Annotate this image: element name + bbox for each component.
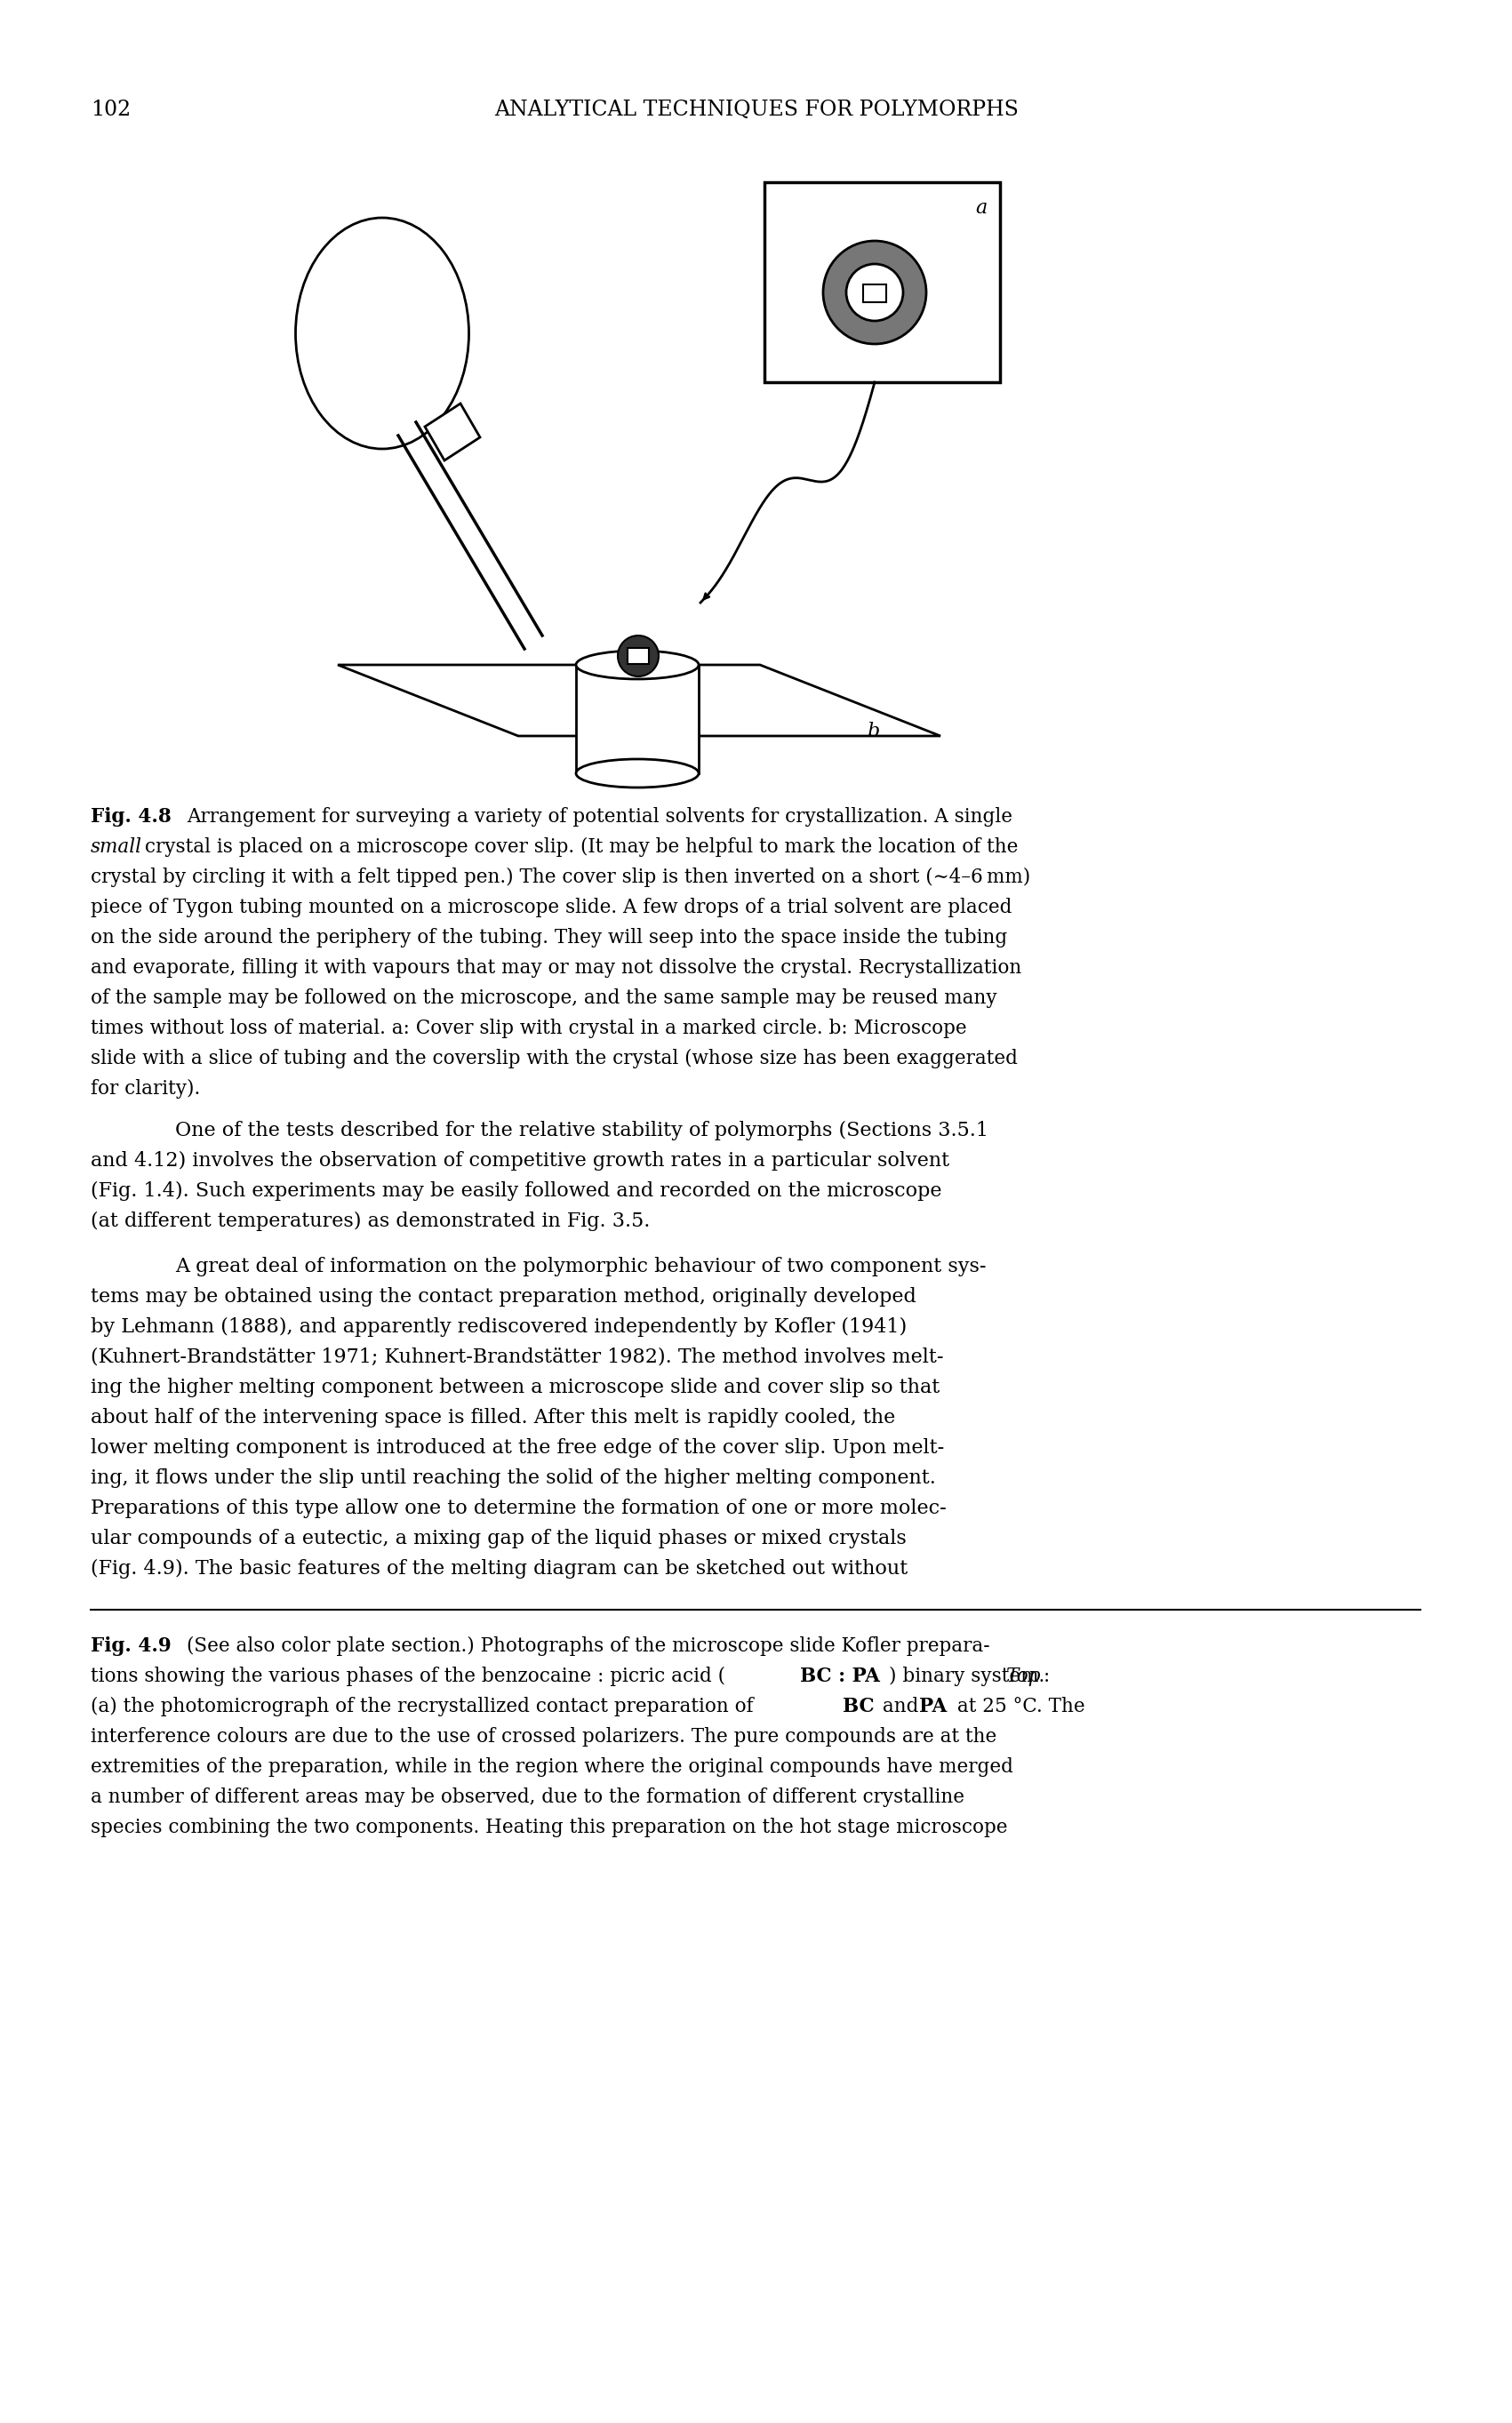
Text: at 25 °C. The: at 25 °C. The <box>951 1696 1086 1715</box>
Text: (at different temperatures) as demonstrated in Fig. 3.5.: (at different temperatures) as demonstra… <box>91 1212 650 1231</box>
Circle shape <box>823 240 927 344</box>
Text: a number of different areas may be observed, due to the formation of different c: a number of different areas may be obser… <box>91 1788 965 1808</box>
Text: about half of the intervening space is filled. After this melt is rapidly cooled: about half of the intervening space is f… <box>91 1408 895 1427</box>
Text: extremities of the preparation, while in the region where the original compounds: extremities of the preparation, while in… <box>91 1757 1013 1776</box>
Ellipse shape <box>576 652 699 678</box>
Polygon shape <box>337 664 940 737</box>
Text: and evaporate, filling it with vapours that may or may not dissolve the crystal.: and evaporate, filling it with vapours t… <box>91 957 1022 979</box>
Text: b: b <box>866 722 880 741</box>
Polygon shape <box>425 405 479 460</box>
Text: piece of Tygon tubing mounted on a microscope slide. A few drops of a trial solv: piece of Tygon tubing mounted on a micro… <box>91 899 1012 918</box>
Text: (Fig. 4.9). The basic features of the melting diagram can be sketched out withou: (Fig. 4.9). The basic features of the me… <box>91 1558 907 1580</box>
Text: (Kuhnert-Brandstätter 1971; Kuhnert-Brandstätter 1982). The method involves melt: (Kuhnert-Brandstätter 1971; Kuhnert-Bran… <box>91 1347 943 1367</box>
Text: Top: Top <box>1005 1667 1042 1686</box>
Text: crystal by circling it with a felt tipped pen.) The cover slip is then inverted : crystal by circling it with a felt tippe… <box>91 867 1031 887</box>
Text: ing the higher melting component between a microscope slide and cover slip so th: ing the higher melting component between… <box>91 1379 940 1398</box>
Text: :: : <box>1043 1667 1049 1686</box>
Text: of the sample may be followed on the microscope, and the same sample may be reus: of the sample may be followed on the mic… <box>91 989 996 1008</box>
Ellipse shape <box>576 758 699 787</box>
Text: Fig. 4.8: Fig. 4.8 <box>91 807 171 826</box>
Text: (Fig. 1.4). Such experiments may be easily followed and recorded on the microsco: (Fig. 1.4). Such experiments may be easi… <box>91 1182 942 1202</box>
Text: ANALYTICAL TECHNIQUES FOR POLYMORPHS: ANALYTICAL TECHNIQUES FOR POLYMORPHS <box>494 99 1019 121</box>
Text: Preparations of this type allow one to determine the formation of one or more mo: Preparations of this type allow one to d… <box>91 1497 947 1519</box>
Text: BC : PA: BC : PA <box>800 1667 880 1686</box>
Text: a: a <box>975 199 987 218</box>
Text: lower melting component is introduced at the free edge of the cover slip. Upon m: lower melting component is introduced at… <box>91 1439 943 1459</box>
Text: tions showing the various phases of the benzocaine : picric acid (: tions showing the various phases of the … <box>91 1667 726 1686</box>
Text: ular compounds of a eutectic, a mixing gap of the liquid phases or mixed crystal: ular compounds of a eutectic, a mixing g… <box>91 1529 907 1548</box>
Text: A great deal of information on the polymorphic behaviour of two component sys-: A great deal of information on the polym… <box>175 1258 986 1277</box>
Text: tems may be obtained using the contact preparation method, originally developed: tems may be obtained using the contact p… <box>91 1287 916 1306</box>
Text: One of the tests described for the relative stability of polymorphs (Sections 3.: One of the tests described for the relat… <box>175 1122 989 1141</box>
Text: species combining the two components. Heating this preparation on the hot stage : species combining the two components. He… <box>91 1817 1007 1837</box>
Bar <box>765 182 999 383</box>
Text: ) binary system.: ) binary system. <box>889 1667 1051 1686</box>
Bar <box>627 647 649 664</box>
Text: Fig. 4.9: Fig. 4.9 <box>91 1636 171 1655</box>
Text: on the side around the periphery of the tubing. They will seep into the space in: on the side around the periphery of the … <box>91 928 1007 947</box>
Circle shape <box>618 635 659 676</box>
Text: by Lehmann (1888), and apparently rediscovered independently by Kofler (1941): by Lehmann (1888), and apparently redisc… <box>91 1318 907 1337</box>
Text: (a) the photomicrograph of the recrystallized contact preparation of: (a) the photomicrograph of the recrystal… <box>91 1696 759 1715</box>
Text: Arrangement for surveying a variety of potential solvents for crystallization. A: Arrangement for surveying a variety of p… <box>186 807 1013 826</box>
Text: times without loss of material. a: Cover slip with crystal in a marked circle. b: times without loss of material. a: Cover… <box>91 1018 966 1037</box>
Text: crystal is placed on a microscope cover slip. (It may be helpful to mark the loc: crystal is placed on a microscope cover … <box>139 838 1018 858</box>
Bar <box>863 283 886 303</box>
Text: for clarity).: for clarity). <box>91 1078 200 1098</box>
Text: slide with a slice of tubing and the coverslip with the crystal (whose size has : slide with a slice of tubing and the cov… <box>91 1049 1018 1069</box>
Text: ing, it flows under the slip until reaching the solid of the higher melting comp: ing, it flows under the slip until reach… <box>91 1468 936 1488</box>
Text: PA: PA <box>919 1696 947 1715</box>
Text: interference colours are due to the use of crossed polarizers. The pure compound: interference colours are due to the use … <box>91 1728 996 1747</box>
Text: (See also color plate section.) Photographs of the microscope slide Kofler prepa: (See also color plate section.) Photogra… <box>186 1636 990 1655</box>
Bar <box>576 664 699 773</box>
Circle shape <box>847 264 903 320</box>
Text: and: and <box>877 1696 925 1715</box>
Text: small: small <box>91 838 142 858</box>
Text: BC: BC <box>842 1696 874 1715</box>
Text: 102: 102 <box>91 99 132 121</box>
Text: and 4.12) involves the observation of competitive growth rates in a particular s: and 4.12) involves the observation of co… <box>91 1151 950 1170</box>
